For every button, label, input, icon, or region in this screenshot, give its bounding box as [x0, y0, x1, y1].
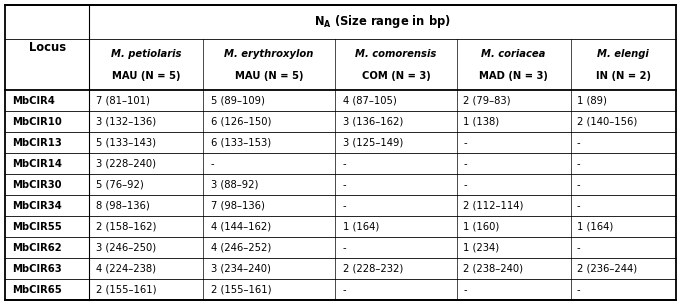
Text: 2 (236–244): 2 (236–244): [577, 264, 637, 274]
Text: 7 (98–136): 7 (98–136): [210, 201, 265, 211]
Text: IN (N = 2): IN (N = 2): [596, 71, 650, 81]
Text: -: -: [464, 159, 467, 169]
Text: 7 (81–101): 7 (81–101): [95, 96, 150, 106]
Text: -: -: [577, 243, 580, 253]
Text: M. petiolaris: M. petiolaris: [110, 49, 181, 59]
Text: 3 (88–92): 3 (88–92): [210, 180, 258, 190]
Text: M. coriacea: M. coriacea: [481, 49, 545, 59]
Text: -: -: [577, 138, 580, 148]
Text: 2 (238–240): 2 (238–240): [464, 264, 524, 274]
Text: MAD (N = 3): MAD (N = 3): [479, 71, 548, 81]
Text: 6 (126–150): 6 (126–150): [210, 117, 271, 127]
Text: -: -: [343, 159, 346, 169]
Text: 5 (89–109): 5 (89–109): [210, 96, 265, 106]
Text: MbCIR34: MbCIR34: [12, 201, 62, 211]
Text: -: -: [577, 201, 580, 211]
Text: 2 (140–156): 2 (140–156): [577, 117, 637, 127]
Text: -: -: [343, 243, 346, 253]
Text: 8 (98–136): 8 (98–136): [95, 201, 149, 211]
Text: 4 (224–238): 4 (224–238): [95, 264, 156, 274]
Text: $\mathbf{N_A}$ (Size range in bp): $\mathbf{N_A}$ (Size range in bp): [314, 13, 451, 30]
Text: MbCIR14: MbCIR14: [12, 159, 62, 169]
Text: -: -: [464, 138, 467, 148]
Text: 4 (246–252): 4 (246–252): [210, 243, 271, 253]
Text: 2 (112–114): 2 (112–114): [464, 201, 524, 211]
Text: 3 (125–149): 3 (125–149): [343, 138, 403, 148]
Text: MbCIR30: MbCIR30: [12, 180, 61, 190]
Text: 2 (228–232): 2 (228–232): [343, 264, 403, 274]
Text: 5 (133–143): 5 (133–143): [95, 138, 156, 148]
Text: MAU (N = 5): MAU (N = 5): [112, 71, 180, 81]
Text: -: -: [343, 180, 346, 190]
Text: MbCIR4: MbCIR4: [12, 96, 55, 106]
Text: 4 (144–162): 4 (144–162): [210, 222, 271, 232]
Text: COM (N = 3): COM (N = 3): [362, 71, 430, 81]
Text: 1 (138): 1 (138): [464, 117, 500, 127]
Text: -: -: [577, 159, 580, 169]
Text: -: -: [210, 159, 215, 169]
Text: MAU (N = 5): MAU (N = 5): [235, 71, 303, 81]
Text: 3 (228–240): 3 (228–240): [95, 159, 156, 169]
Text: 2 (155–161): 2 (155–161): [210, 285, 271, 295]
Text: -: -: [343, 285, 346, 295]
Text: 3 (136–162): 3 (136–162): [343, 117, 403, 127]
Text: Locus: Locus: [29, 41, 65, 54]
Text: MbCIR55: MbCIR55: [12, 222, 62, 232]
Text: -: -: [577, 285, 580, 295]
Text: 1 (89): 1 (89): [577, 96, 607, 106]
Text: 1 (164): 1 (164): [343, 222, 379, 232]
Text: M. elengi: M. elengi: [597, 49, 649, 59]
Text: MbCIR63: MbCIR63: [12, 264, 62, 274]
Text: 1 (234): 1 (234): [464, 243, 500, 253]
Text: 3 (246–250): 3 (246–250): [95, 243, 156, 253]
Text: -: -: [464, 180, 467, 190]
Text: 1 (160): 1 (160): [464, 222, 500, 232]
Text: 3 (132–136): 3 (132–136): [95, 117, 156, 127]
Text: MbCIR13: MbCIR13: [12, 138, 62, 148]
Text: 2 (155–161): 2 (155–161): [95, 285, 156, 295]
Text: 2 (158–162): 2 (158–162): [95, 222, 156, 232]
Text: 5 (76–92): 5 (76–92): [95, 180, 144, 190]
Text: MbCIR10: MbCIR10: [12, 117, 62, 127]
Text: 4 (87–105): 4 (87–105): [343, 96, 396, 106]
Text: -: -: [577, 180, 580, 190]
Text: -: -: [343, 201, 346, 211]
Text: 6 (133–153): 6 (133–153): [210, 138, 271, 148]
Text: MbCIR65: MbCIR65: [12, 285, 62, 295]
Text: -: -: [464, 285, 467, 295]
Text: M. erythroxylon: M. erythroxylon: [224, 49, 314, 59]
Text: 2 (79–83): 2 (79–83): [464, 96, 511, 106]
Text: 3 (234–240): 3 (234–240): [210, 264, 270, 274]
Text: M. comorensis: M. comorensis: [355, 49, 437, 59]
Text: MbCIR62: MbCIR62: [12, 243, 62, 253]
Text: 1 (164): 1 (164): [577, 222, 613, 232]
